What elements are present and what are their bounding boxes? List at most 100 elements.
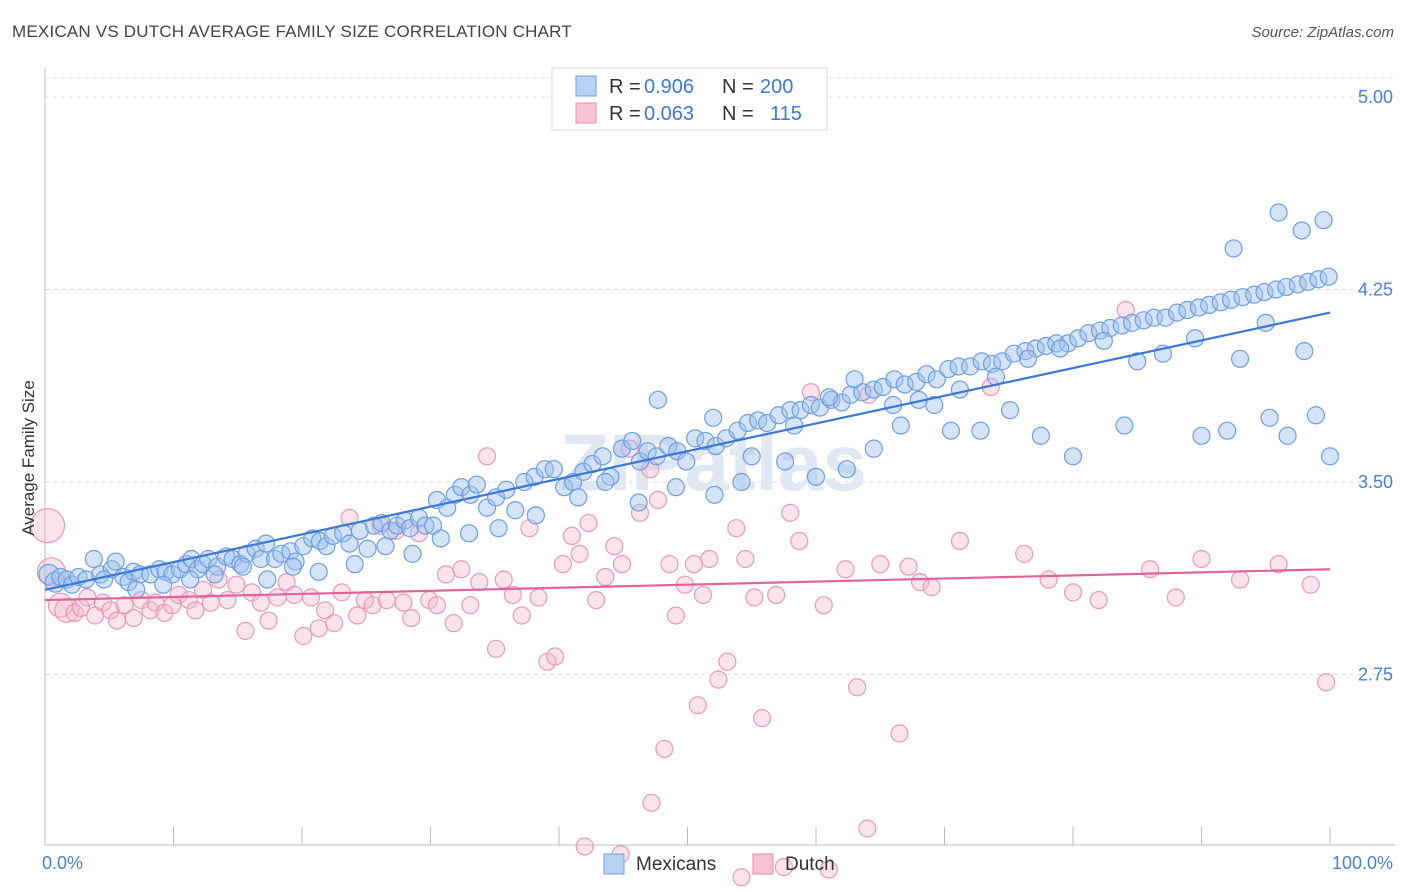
legend-swatch-dutch [575, 102, 597, 124]
dutch-point [596, 567, 615, 587]
dutch-point [781, 503, 800, 522]
mexican-point [1167, 303, 1187, 322]
mexican-point [864, 439, 883, 458]
mexican-point [837, 460, 856, 479]
dutch-point [562, 526, 581, 546]
mexican-point [231, 555, 250, 574]
bottom-legend-label-dutch: Dutch [785, 854, 835, 875]
dutch-point [461, 596, 480, 615]
dutch-point [605, 537, 624, 556]
mexican-point [1004, 344, 1023, 363]
mexican-point [785, 416, 804, 435]
bottom-legend-label-mexicans: Mexicans [636, 854, 716, 875]
mexican-point [696, 431, 715, 451]
x-tick-label-min: 0.0% [42, 853, 83, 873]
dutch-point [227, 575, 246, 594]
mexican-point [141, 565, 160, 584]
dutch-point [910, 572, 930, 592]
mexican-point [233, 557, 252, 576]
dutch-point [186, 601, 205, 620]
bottom-legend-swatch-mexicans [603, 853, 625, 875]
dutch-point [587, 590, 606, 610]
dutch-point [890, 724, 909, 743]
dutch-point [1230, 570, 1250, 589]
mexican-point [666, 478, 686, 497]
mexican-point [1245, 285, 1264, 304]
mexican-point [845, 370, 864, 389]
mexican-point [286, 552, 305, 571]
mexican-point [1018, 349, 1038, 368]
bottom-legend: Mexicans Dutch [603, 853, 835, 875]
bottom-legend-swatch-dutch [752, 853, 774, 875]
mexican-point [1221, 290, 1241, 309]
mexican-point [1292, 221, 1311, 240]
mexican-point [742, 447, 761, 466]
dutch-point [529, 588, 548, 607]
dutch-point [494, 570, 513, 589]
mexican-point [1309, 270, 1328, 289]
dutch-point [1140, 560, 1160, 579]
mexican-point [961, 357, 980, 376]
mexican-point [806, 467, 826, 486]
mexican-point [596, 472, 615, 492]
dutch-point [546, 647, 565, 666]
mexican-point [885, 370, 904, 389]
dutch-point [693, 585, 713, 605]
mexican-point [1069, 329, 1088, 348]
mexican-point [205, 565, 224, 584]
mexican-point [1063, 447, 1083, 466]
mexican-point [1230, 349, 1250, 368]
mexican-point [84, 549, 103, 569]
mexican-point [1266, 280, 1286, 299]
mexican-point [972, 352, 991, 371]
dutch-point [688, 696, 707, 715]
dutch-point [666, 606, 686, 625]
mexican-point [1185, 329, 1205, 348]
mexican-point [489, 519, 508, 538]
mexican-point [939, 359, 958, 379]
mexican-point [317, 537, 336, 556]
dutch-point [655, 739, 674, 759]
mexican-point [467, 475, 486, 494]
dutch-point [169, 585, 188, 605]
dutch-point [570, 544, 589, 563]
dutch-point [363, 596, 382, 615]
dutch-point [294, 626, 313, 646]
mexican-point [569, 488, 588, 507]
mexican-point [1295, 342, 1314, 361]
dutch-point [402, 608, 421, 628]
dutch-point [101, 601, 120, 620]
source-label: Source: ZipAtlas.com [1251, 24, 1394, 41]
y-axis-title: Average Family Size [19, 380, 38, 536]
mexican-point [1026, 339, 1045, 358]
dutch-point [718, 652, 737, 671]
mexican-point [686, 429, 705, 448]
dutch-point [732, 868, 751, 887]
mexican-point [917, 365, 936, 384]
dutch-point [107, 611, 127, 630]
mexican-point [819, 388, 838, 407]
mexicans-trend-line [44, 311, 1331, 591]
mexican-point [1224, 239, 1243, 258]
mexican-point [704, 408, 723, 427]
dutch-point [155, 603, 174, 623]
mexican-point [1255, 282, 1274, 302]
mexican-point [544, 460, 563, 479]
mexican-point [1288, 275, 1307, 294]
mexican-points [38, 203, 1340, 599]
dutch-points [29, 300, 1336, 887]
mexican-point [1156, 308, 1175, 327]
mexican-point [1218, 421, 1237, 440]
mexican-point [1269, 203, 1288, 222]
dutch-point [579, 513, 598, 533]
dutch-point [648, 490, 668, 510]
dutch-point [348, 606, 367, 625]
mexican-point [1192, 426, 1211, 445]
mexican-point [1123, 313, 1142, 332]
mexican-point [526, 506, 545, 525]
mexican-point [154, 575, 173, 594]
mexican-point [459, 524, 479, 543]
mexican-point [769, 406, 788, 425]
y-tick-label: 2.75 [1358, 665, 1393, 685]
dutch-point [470, 572, 489, 592]
